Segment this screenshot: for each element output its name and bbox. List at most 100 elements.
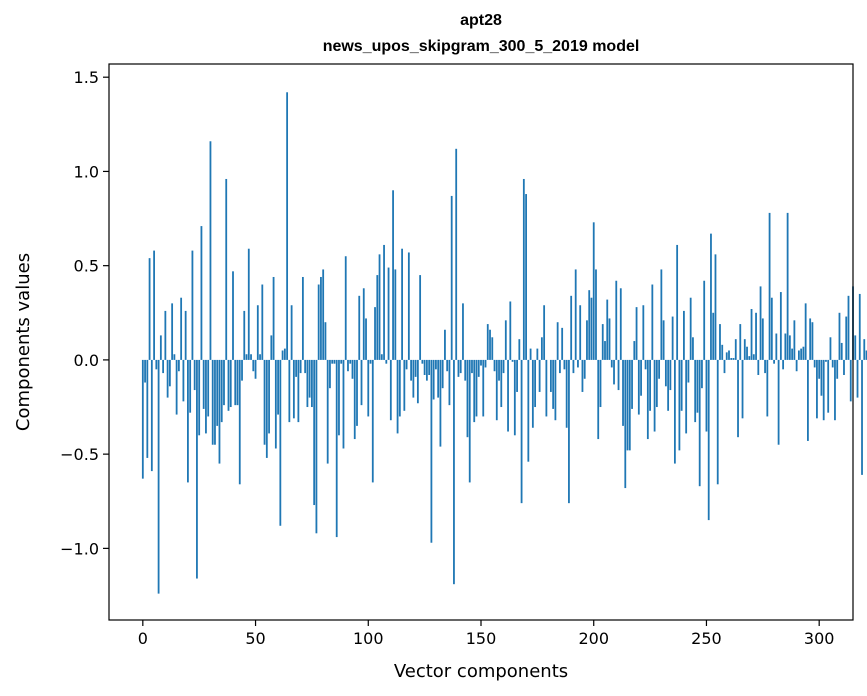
bar xyxy=(225,178,228,360)
x-tick-label: 250 xyxy=(691,629,722,648)
bar xyxy=(705,359,708,432)
bar xyxy=(177,359,180,372)
bar xyxy=(394,269,397,360)
bar xyxy=(254,359,257,379)
bar xyxy=(588,290,591,360)
bar xyxy=(155,359,158,370)
bar xyxy=(816,359,818,419)
bar xyxy=(365,318,367,360)
bar xyxy=(425,359,428,381)
bar xyxy=(583,359,586,379)
bar xyxy=(301,276,304,360)
bar xyxy=(268,359,270,434)
bar xyxy=(707,359,710,521)
bar xyxy=(737,359,739,438)
bar xyxy=(671,316,674,360)
bar xyxy=(770,297,773,360)
bar xyxy=(446,359,449,372)
bar xyxy=(775,333,778,360)
bar xyxy=(385,359,388,364)
bar xyxy=(701,359,703,389)
bar xyxy=(752,354,755,360)
bar xyxy=(175,359,178,415)
bar xyxy=(241,359,243,381)
bar xyxy=(829,337,832,360)
bar xyxy=(561,327,564,360)
bar xyxy=(617,359,620,391)
bar xyxy=(507,359,509,432)
bar xyxy=(664,359,667,387)
bar xyxy=(281,350,284,360)
bar xyxy=(216,359,219,426)
bar xyxy=(658,359,661,379)
bar xyxy=(827,359,830,413)
bar xyxy=(728,350,730,360)
bar xyxy=(459,359,462,374)
bar xyxy=(162,359,165,374)
bar xyxy=(721,344,724,360)
bar xyxy=(635,307,638,360)
bar xyxy=(777,359,780,445)
bar xyxy=(435,359,437,370)
bar xyxy=(205,359,207,434)
bar xyxy=(683,310,685,360)
bar xyxy=(448,359,451,406)
bar xyxy=(489,329,491,360)
bar xyxy=(209,141,212,360)
bar xyxy=(419,275,422,360)
bar xyxy=(522,178,525,360)
bar xyxy=(333,359,336,364)
bar xyxy=(861,359,863,475)
bar xyxy=(500,359,503,408)
bar xyxy=(164,310,167,360)
bar xyxy=(689,297,692,360)
bar xyxy=(653,359,656,432)
bar xyxy=(455,148,458,360)
bar xyxy=(834,359,836,421)
bar xyxy=(369,359,372,364)
bar xyxy=(540,337,543,360)
bar xyxy=(283,348,286,360)
bar xyxy=(157,359,160,594)
y-axis-ticks: −1.0 −0.5 0.0 0.5 1.0 1.5 xyxy=(60,68,109,558)
bar xyxy=(450,195,453,360)
bar xyxy=(644,359,647,370)
bar xyxy=(229,359,232,408)
bar xyxy=(854,335,857,360)
chart-title: apt28 xyxy=(460,12,502,29)
bar xyxy=(604,341,606,360)
bar xyxy=(256,305,259,360)
bar xyxy=(342,359,345,449)
x-axis-label: Vector components xyxy=(394,661,568,682)
bar xyxy=(220,359,223,423)
bar xyxy=(538,359,541,392)
bar xyxy=(622,359,624,426)
bar xyxy=(290,305,293,360)
bar xyxy=(466,359,469,438)
bar xyxy=(838,312,841,360)
bar xyxy=(660,269,663,360)
bar xyxy=(360,359,363,406)
bar xyxy=(464,359,467,381)
bar xyxy=(768,212,771,360)
bar xyxy=(543,305,546,360)
bar xyxy=(150,359,153,472)
bar xyxy=(788,335,791,360)
bar xyxy=(559,359,561,374)
bar xyxy=(856,359,859,398)
bar xyxy=(299,359,302,374)
bar xyxy=(148,258,151,360)
bar xyxy=(482,359,485,417)
bar xyxy=(274,359,277,449)
bar xyxy=(773,359,775,364)
bar xyxy=(570,295,573,360)
bar xyxy=(196,359,198,579)
bar xyxy=(338,359,340,436)
bar xyxy=(597,359,600,440)
bar xyxy=(347,359,349,372)
bar xyxy=(637,359,640,415)
bar xyxy=(236,359,239,406)
bar xyxy=(484,359,487,368)
bar xyxy=(633,341,636,360)
